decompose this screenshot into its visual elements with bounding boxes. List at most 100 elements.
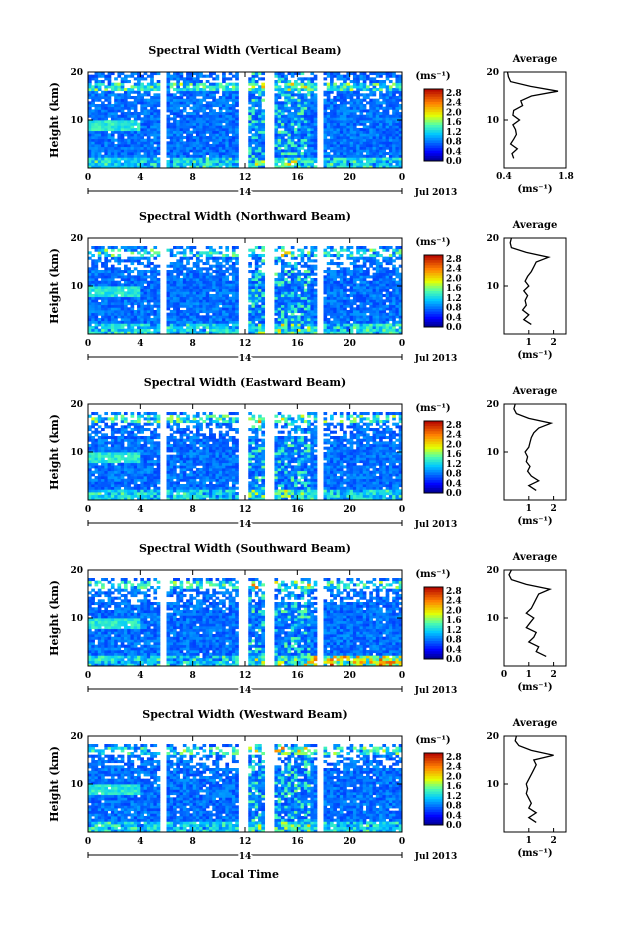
heatmap-cell: [137, 80, 141, 84]
heatmap-cell: [323, 315, 328, 319]
heatmap-cell: [150, 128, 154, 132]
heatmap-cell: [110, 328, 115, 332]
heatmap-cell: [300, 294, 305, 298]
heatmap-cell: [137, 136, 141, 140]
heatmap-cell: [88, 125, 92, 129]
heatmap-cell: [173, 246, 177, 250]
heatmap-cell: [123, 98, 128, 102]
heatmap-cell: [339, 101, 344, 105]
heatmap-cell: [133, 331, 138, 335]
heatmap-cell: [169, 117, 174, 121]
heatmap-cell: [284, 264, 288, 268]
heatmap-cell: [359, 328, 364, 332]
heatmap-cell: [307, 133, 311, 137]
heatmap-cell: [375, 162, 380, 166]
heatmap-cell: [186, 96, 190, 100]
heatmap-cell: [228, 328, 233, 332]
heatmap-cell: [248, 82, 252, 86]
heatmap-cell: [231, 160, 236, 164]
heatmap-cell: [300, 299, 305, 303]
heatmap-cell: [333, 136, 337, 140]
heatmap-cell: [379, 141, 383, 145]
heatmap-cell: [222, 307, 226, 311]
heatmap-cell: [179, 256, 184, 260]
heatmap-cell: [307, 312, 311, 316]
heatmap-cell: [143, 93, 148, 97]
heatmap-cell: [277, 133, 282, 137]
heatmap-cell: [307, 302, 311, 306]
heatmap-cell: [346, 117, 351, 121]
heatmap-cell: [88, 160, 92, 164]
heatmap-cell: [261, 82, 266, 86]
heatmap-cell: [300, 144, 305, 148]
heatmap-cell: [343, 96, 347, 100]
heatmap-cell: [127, 138, 131, 142]
heatmap-cell: [107, 77, 112, 81]
heatmap-cell: [137, 296, 141, 300]
heatmap-cell: [379, 122, 383, 126]
heatmap-cell: [388, 72, 393, 76]
heatmap-cell: [310, 85, 315, 89]
heatmap-cell: [123, 286, 128, 290]
heatmap-cell: [294, 104, 298, 108]
heatmap-cell: [117, 275, 122, 279]
heatmap-cell: [346, 318, 351, 322]
profile-y-tick-label: 20: [486, 68, 499, 78]
heatmap-cell: [274, 262, 279, 266]
heatmap-cell: [150, 82, 154, 86]
heatmap-cell: [280, 248, 285, 252]
heatmap-cell: [343, 141, 347, 145]
heatmap-cell: [179, 98, 184, 102]
heatmap-cell: [287, 302, 292, 306]
heatmap-cell: [199, 141, 203, 145]
heatmap-cell: [277, 117, 282, 121]
heatmap-cell: [195, 146, 200, 150]
heatmap-cell: [254, 101, 259, 105]
heatmap-cell: [202, 160, 207, 164]
heatmap-cell: [352, 256, 357, 260]
heatmap-cell: [235, 259, 239, 263]
heatmap-cell: [97, 106, 102, 110]
heatmap-cell: [330, 302, 334, 306]
heatmap-cell: [88, 82, 92, 86]
heatmap-cell: [195, 130, 200, 134]
heatmap-cell: [228, 109, 233, 113]
heatmap-cell: [248, 328, 252, 332]
heatmap-cell: [336, 114, 341, 118]
heatmap-cell: [287, 318, 292, 322]
heatmap-cell: [385, 74, 390, 78]
heatmap-cell: [248, 96, 252, 100]
heatmap-cell: [189, 288, 194, 292]
heatmap-cell: [382, 101, 387, 105]
heatmap-cell: [225, 278, 230, 282]
heatmap-cell: [186, 128, 190, 132]
heatmap-cell: [88, 85, 92, 89]
heatmap-cell: [274, 165, 279, 169]
heatmap-cell: [179, 270, 184, 274]
heatmap-cell: [222, 138, 226, 142]
heatmap-cell: [110, 72, 115, 76]
heatmap-cell: [287, 288, 292, 292]
heatmap-cell: [150, 157, 154, 161]
heatmap-cell: [173, 136, 177, 140]
heatmap-cell: [251, 302, 256, 306]
heatmap-cell: [274, 323, 279, 327]
heatmap-cell: [222, 96, 226, 100]
heatmap-cell: [395, 154, 400, 158]
heatmap-cell: [261, 88, 266, 92]
heatmap-cell: [104, 90, 109, 94]
heatmap-cell: [195, 128, 200, 132]
heatmap-cell: [326, 120, 331, 124]
heatmap-cell: [274, 120, 279, 124]
heatmap-cell: [323, 299, 328, 303]
heatmap-cell: [359, 157, 364, 161]
heatmap-cell: [117, 267, 122, 271]
heatmap-cell: [150, 85, 154, 89]
heatmap-cell: [359, 72, 364, 76]
heatmap-cell: [294, 307, 298, 311]
heatmap-cell: [333, 109, 337, 113]
heatmap-cell: [274, 101, 279, 105]
heatmap-cell: [362, 272, 367, 276]
heatmap-cell: [195, 85, 200, 89]
heatmap-cell: [379, 128, 383, 132]
